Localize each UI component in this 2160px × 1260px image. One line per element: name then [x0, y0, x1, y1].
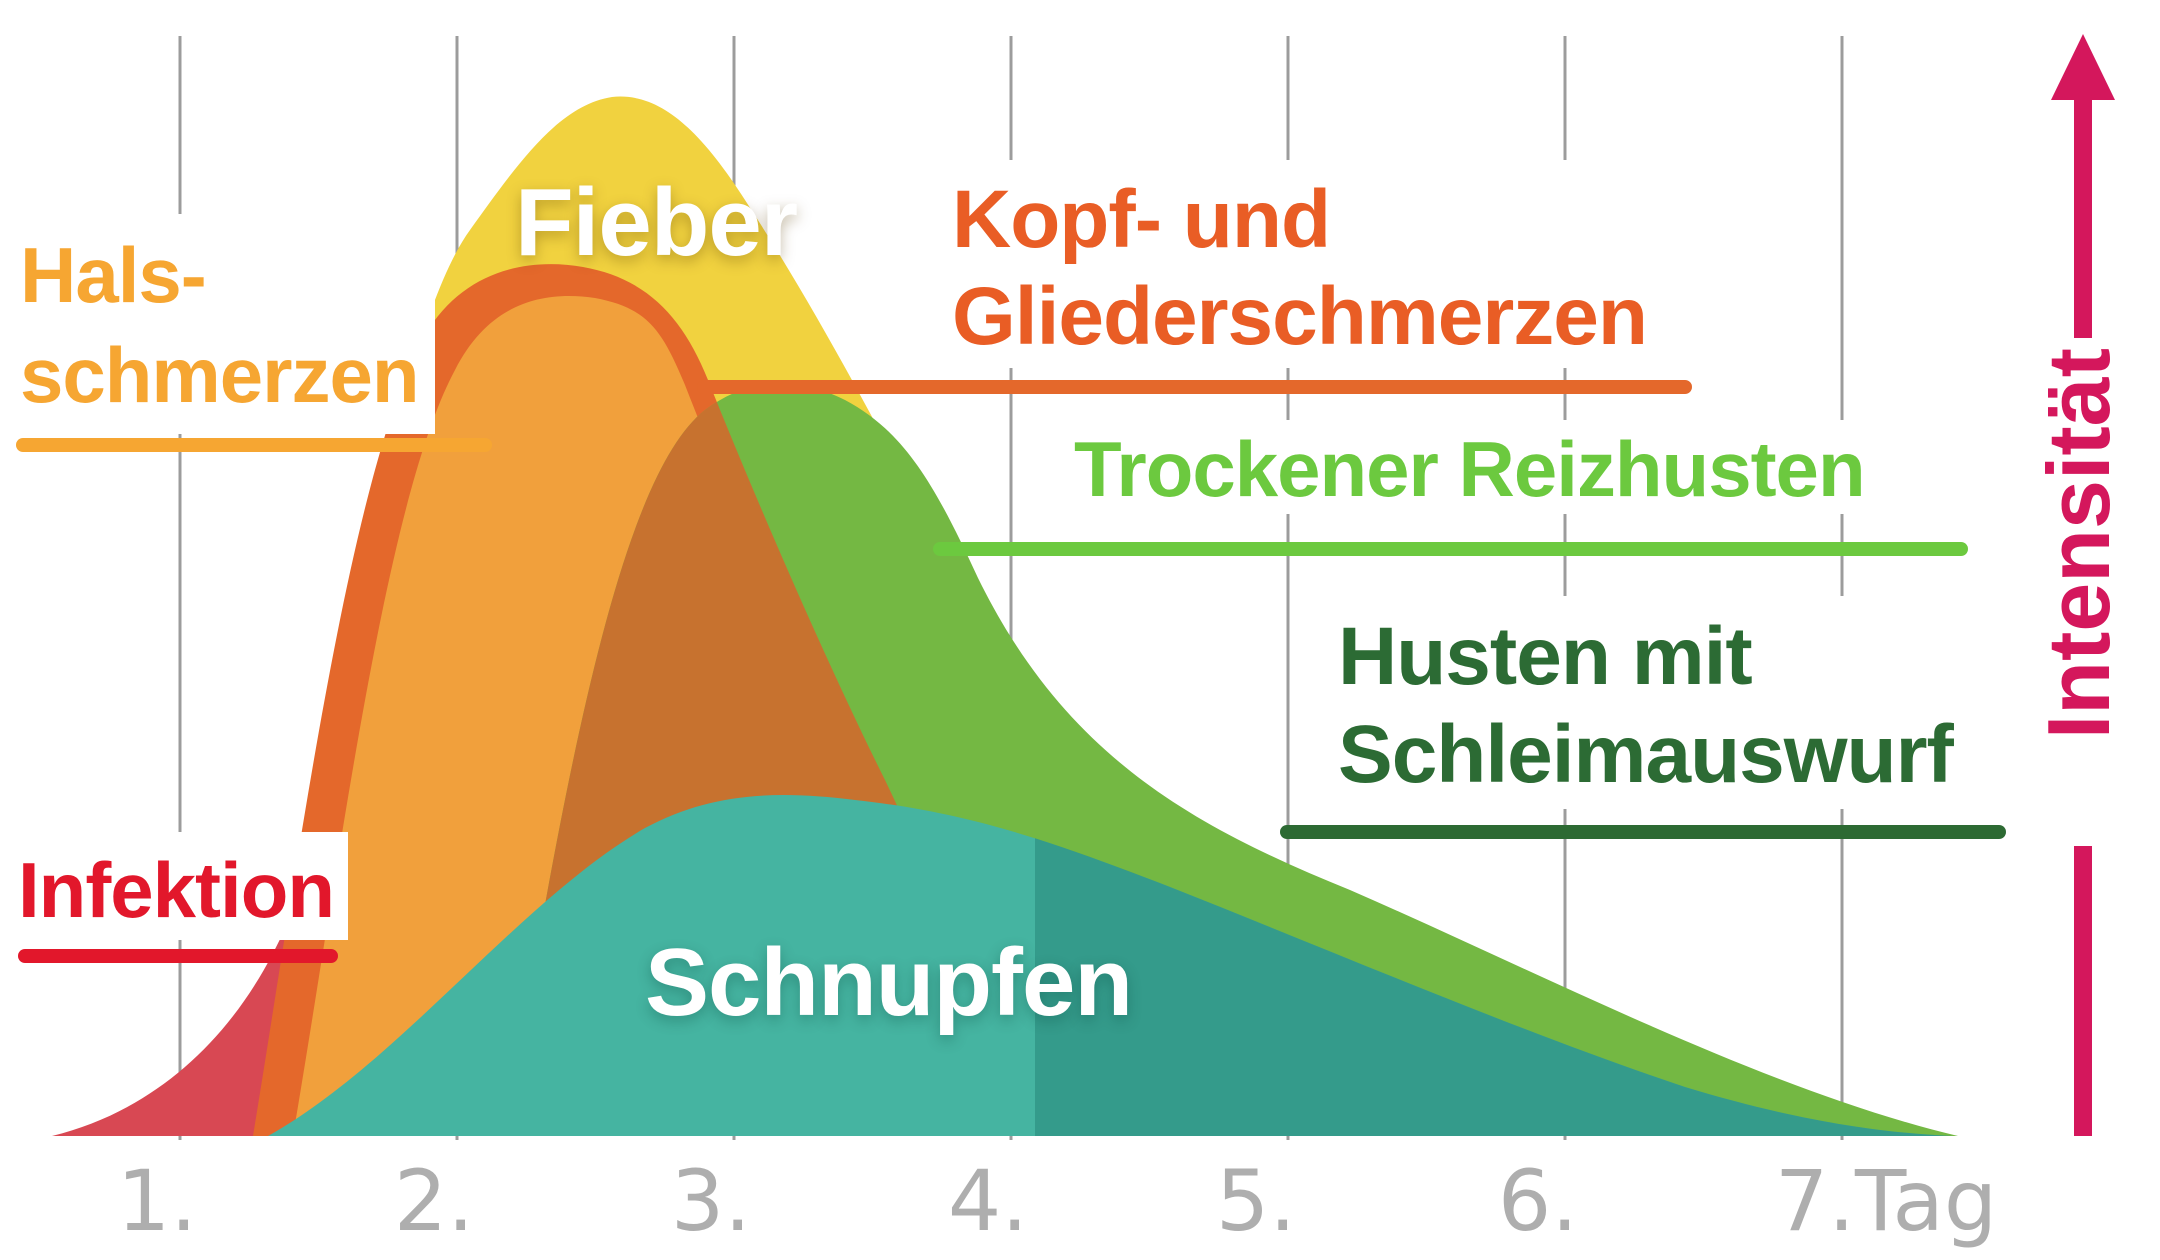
intensity-axis-label: Intensität — [2029, 348, 2128, 740]
intensity-axis-arrow — [2051, 34, 2115, 1136]
x-tick-day-7: 7.Tag — [1774, 1152, 1998, 1250]
leader-lines — [16, 380, 2006, 963]
halsschmerzen-leader-line — [16, 438, 492, 452]
fieber-label: Fieber — [515, 169, 798, 276]
arrow-shaft-upper — [2074, 96, 2092, 338]
schnupfen-curve — [268, 795, 1952, 1136]
x-tick-day-4: 4. — [947, 1152, 1029, 1250]
infektion-leader-line — [18, 949, 338, 963]
x-tick-day-1: 1. — [116, 1152, 198, 1250]
schnupfen-label: Schnupfen — [645, 929, 1133, 1036]
husten-schleimauswurf-label: Husten mit Schleimauswurf — [1326, 596, 1967, 809]
x-tick-day-3: 3. — [670, 1152, 752, 1250]
schleim-leader-line — [1280, 825, 2006, 839]
x-tick-day-5: 5. — [1215, 1152, 1297, 1250]
symptom-curves — [52, 96, 1958, 1136]
trockener-reizhusten-label: Trockener Reizhusten — [1062, 420, 1879, 514]
x-tick-day-6: 6. — [1497, 1152, 1579, 1250]
reizhusten-leader-line — [933, 542, 1968, 556]
arrow-head-icon — [2051, 34, 2115, 100]
infektion-label: Infektion — [8, 832, 348, 940]
halsschmerzen-label: Hals- schmerzen — [10, 214, 435, 434]
kopf-leader-line — [697, 380, 1692, 394]
x-tick-day-2: 2. — [393, 1152, 475, 1250]
kopf-gliederschmerzen-label: Kopf- und Gliederschmerzen — [940, 160, 1663, 368]
arrow-shaft-lower — [2074, 846, 2092, 1136]
